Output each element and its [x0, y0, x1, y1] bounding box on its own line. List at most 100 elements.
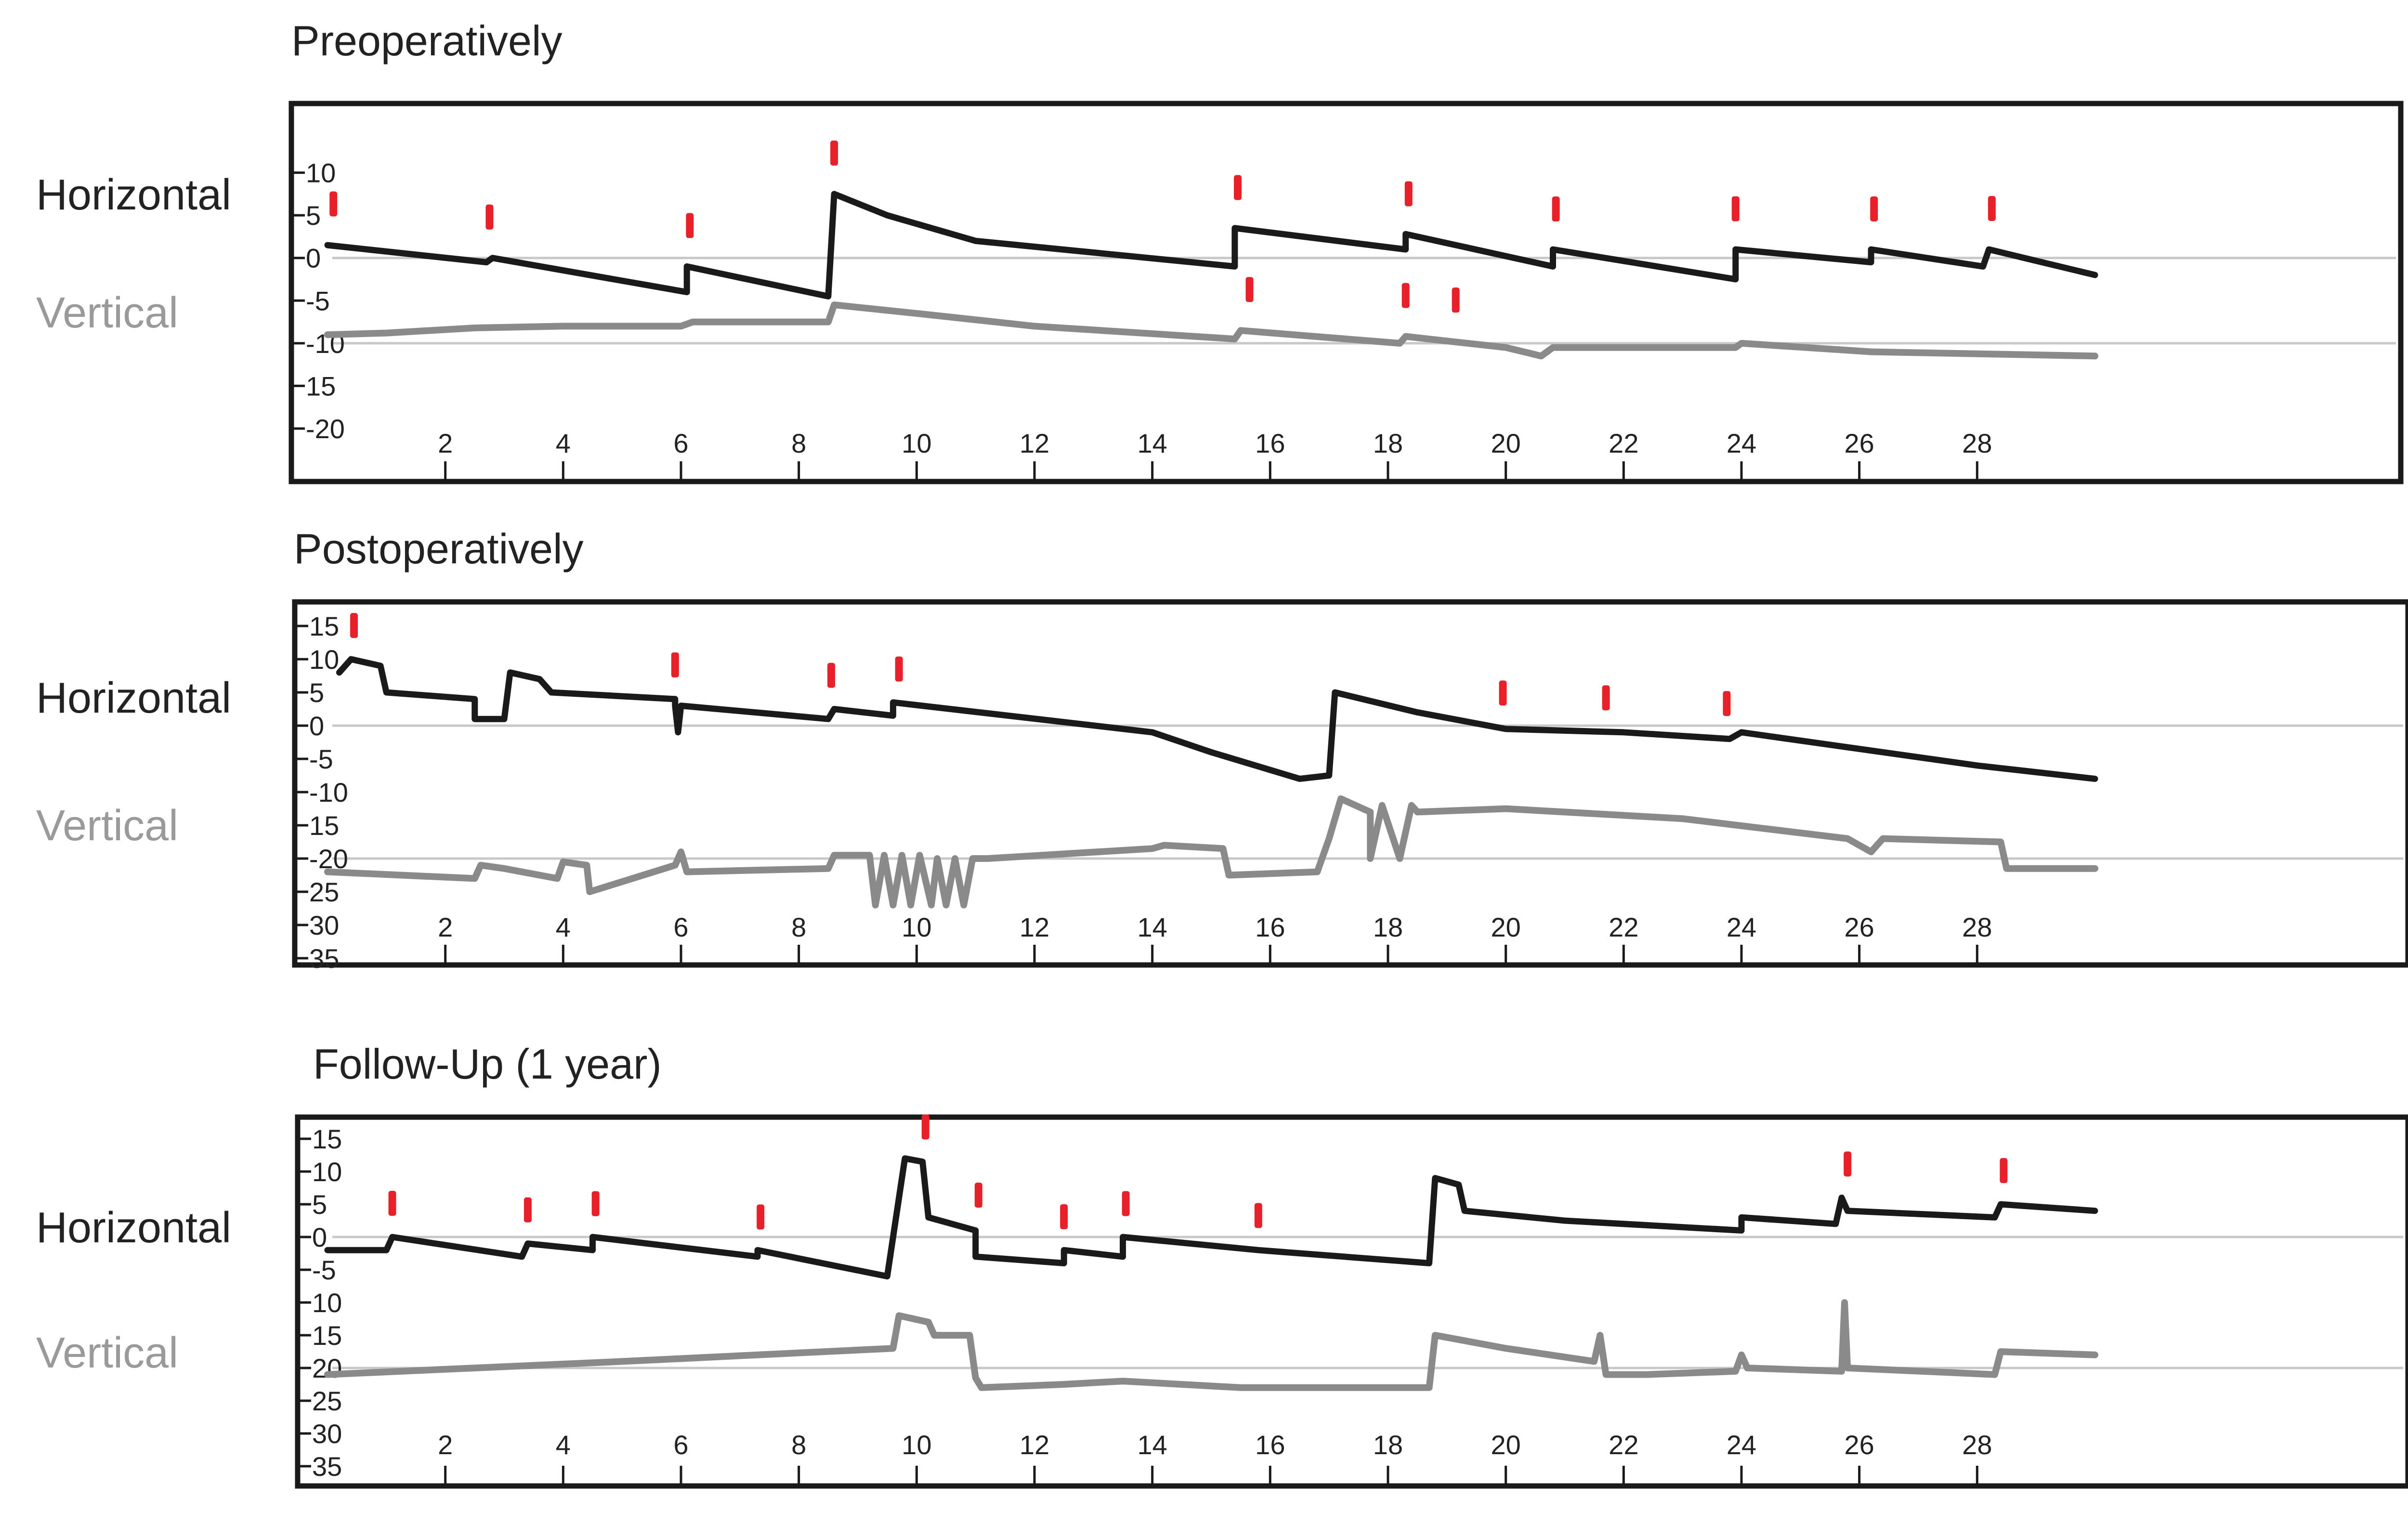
y-tick-label: 25 [309, 877, 339, 907]
series-line-vertical [324, 795, 2098, 909]
x-tick-label: 16 [1255, 1430, 1285, 1460]
y-tick-label: 0 [306, 243, 321, 274]
x-tick-label: 8 [791, 912, 806, 942]
x-tick-label: 8 [791, 428, 806, 458]
series-line-horizontal [336, 656, 2098, 782]
plot-frame [292, 599, 2408, 968]
chart-title: Postoperatively [294, 525, 584, 573]
x-tick-label: 10 [902, 1430, 931, 1460]
x-tick-label: 14 [1138, 1430, 1167, 1460]
saccade-marker [1731, 196, 1740, 221]
chart-title: Follow-Up (1 year) [313, 1040, 662, 1088]
series-line-vertical [324, 301, 2098, 360]
x-tick-label: 12 [1020, 912, 1049, 942]
row-label-vertical: Vertical [36, 1329, 178, 1377]
y-tick-label: 15 [309, 810, 339, 841]
row-label-horizontal: Horizontal [36, 171, 231, 219]
y-tick-label: 15 [306, 371, 336, 401]
series-line-horizontal [324, 191, 2098, 300]
series-line-vertical [324, 1299, 2098, 1391]
x-tick-label: 14 [1138, 912, 1167, 942]
x-tick-label: 4 [556, 428, 571, 458]
row-label-horizontal: Horizontal [36, 674, 231, 722]
y-tick-label: -5 [306, 286, 330, 316]
x-tick-label: 10 [902, 912, 931, 942]
saccade-marker [388, 1191, 396, 1216]
y-tick-label: 5 [309, 677, 324, 708]
y-tick-label: 25 [312, 1386, 342, 1416]
x-tick-label: 28 [1962, 912, 1992, 942]
saccade-marker [1060, 1204, 1068, 1229]
saccade-marker [1602, 685, 1610, 711]
saccade-marker [1404, 181, 1413, 207]
y-tick-label: 30 [309, 910, 339, 940]
y-tick-label: 10 [312, 1288, 342, 1318]
y-tick-label: 35 [309, 943, 339, 974]
x-tick-label: 2 [438, 1430, 453, 1460]
saccade-marker [2000, 1158, 2008, 1183]
saccade-marker [1499, 680, 1507, 706]
saccade-marker [895, 656, 903, 682]
saccade-marker [827, 663, 835, 688]
x-tick-label: 18 [1373, 428, 1403, 458]
x-tick-label: 26 [1845, 1430, 1874, 1460]
x-tick-label: 22 [1609, 912, 1638, 942]
saccade-marker [1234, 175, 1242, 200]
chart-panel-2: Postoperatively Horizontal Vertical 15 10 50 -… [36, 525, 2408, 974]
y-tick-label: 0 [309, 711, 324, 741]
saccade-marker [1452, 287, 1460, 313]
saccade-marker [591, 1191, 600, 1216]
y-tick-label: 5 [312, 1189, 327, 1220]
saccade-marker [671, 652, 679, 677]
saccade-marker [1254, 1203, 1262, 1228]
row-label-vertical: Vertical [36, 802, 178, 850]
chart-panel-1: PreoperativelyHorizontalVertical1050-5-1… [36, 17, 2404, 484]
x-tick-label: 6 [673, 428, 688, 458]
plot-frame [295, 1114, 2408, 1489]
saccade-marker [974, 1183, 982, 1208]
saccade-marker [485, 204, 494, 230]
y-tick-label: -20 [306, 414, 345, 444]
y-tick-label: 5 [306, 200, 321, 231]
saccade-marker [329, 191, 338, 217]
x-tick-label: 26 [1845, 428, 1874, 458]
saccade-marker [1723, 691, 1731, 716]
x-tick-label: 2 [438, 428, 453, 458]
saccade-marker [830, 140, 838, 166]
x-tick-label: 20 [1491, 912, 1521, 942]
series-line-horizontal [324, 1155, 2098, 1280]
saccade-marker [757, 1204, 765, 1230]
x-tick-label: 22 [1609, 428, 1638, 458]
x-tick-label: 18 [1373, 912, 1403, 942]
saccade-marker [1122, 1191, 1130, 1216]
plot-frame [288, 101, 2404, 484]
x-tick-label: 10 [902, 428, 931, 458]
x-tick-label: 24 [1727, 1430, 1756, 1460]
saccade-marker [1988, 196, 1996, 221]
x-tick-label: 12 [1020, 1430, 1049, 1460]
x-tick-label: 4 [556, 912, 571, 942]
x-tick-label: 18 [1373, 1430, 1403, 1460]
saccade-marker [921, 1114, 929, 1140]
x-tick-label: 24 [1727, 428, 1756, 458]
x-tick-label: 28 [1962, 1430, 1992, 1460]
y-tick-label: 10 [306, 158, 336, 188]
x-tick-label: 22 [1609, 1430, 1638, 1460]
chart-title: Preoperatively [291, 17, 563, 65]
y-tick-label: 15 [309, 611, 339, 641]
x-tick-label: 2 [438, 912, 453, 942]
x-tick-label: 12 [1020, 428, 1049, 458]
y-tick-label: 0 [312, 1222, 327, 1252]
saccade-marker [1844, 1151, 1852, 1177]
saccade-marker [1552, 196, 1560, 221]
y-tick-label: -10 [309, 777, 348, 808]
x-tick-label: 6 [673, 912, 688, 942]
saccade-marker [350, 613, 358, 638]
saccade-marker [1870, 196, 1878, 221]
row-label-vertical: Vertical [36, 289, 178, 337]
saccade-marker [1401, 283, 1410, 308]
x-tick-label: 20 [1491, 428, 1521, 458]
x-tick-label: 28 [1962, 428, 1992, 458]
saccade-marker [686, 213, 694, 238]
